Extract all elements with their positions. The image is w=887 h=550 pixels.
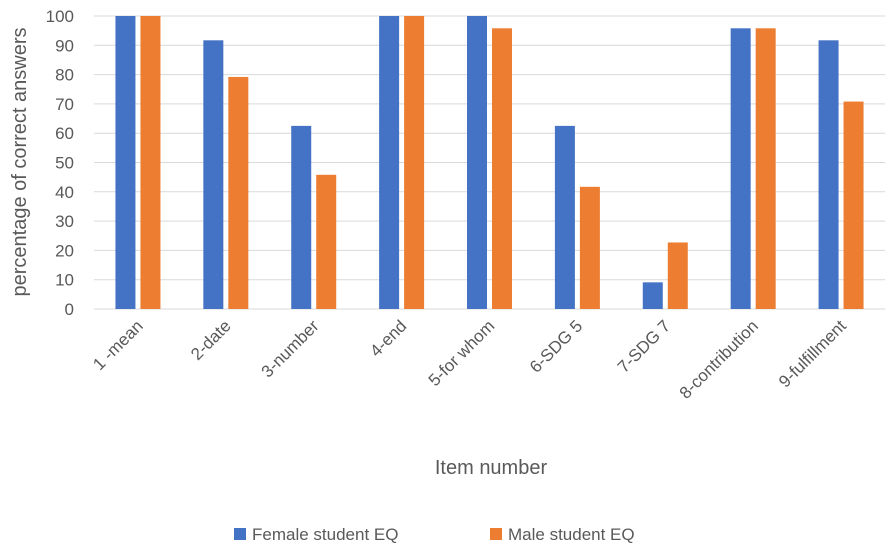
bar <box>467 16 487 309</box>
y-tick-label: 10 <box>55 271 74 290</box>
x-tick-label: 4-end <box>366 316 410 360</box>
legend-label: Male student EQ <box>508 525 635 544</box>
x-tick-label: 7-SDG 7 <box>614 316 674 376</box>
bar <box>404 16 425 309</box>
y-tick-label: 100 <box>46 7 74 26</box>
legend: Female student EQ Male student EQ <box>234 525 635 544</box>
y-axis-title: percentage of correct answers <box>9 27 31 296</box>
bar <box>554 125 575 309</box>
legend-swatch <box>490 528 502 540</box>
x-tick-label: 3-number <box>258 316 323 381</box>
x-tick-label: 2-date <box>187 316 235 364</box>
y-tick-label: 40 <box>55 183 74 202</box>
x-tick-label: 8-contribution <box>676 316 762 402</box>
bar <box>140 16 161 309</box>
x-tick-label: 1 -mean <box>89 316 147 374</box>
y-tick-label: 90 <box>55 36 74 55</box>
y-tick-label: 0 <box>65 300 74 319</box>
legend-swatch <box>234 528 246 540</box>
x-tick-label: 5-for whom <box>425 316 499 390</box>
gridlines <box>94 15 885 310</box>
y-tick-label: 80 <box>55 66 74 85</box>
bar <box>316 174 337 309</box>
y-tick-label: 60 <box>55 124 74 143</box>
x-tick-label: 6-SDG 5 <box>526 316 586 376</box>
bar <box>203 40 224 309</box>
y-tick-label: 70 <box>55 95 74 114</box>
bar <box>755 28 776 309</box>
bar <box>379 16 400 309</box>
bar <box>579 186 600 309</box>
bar <box>291 125 312 309</box>
bar <box>492 28 512 309</box>
y-axis-ticks: 0 10 20 30 40 50 60 70 80 90 100 <box>46 7 74 319</box>
bar <box>730 28 751 309</box>
x-tick-label: 9-fulfillment <box>775 316 850 391</box>
y-tick-label: 50 <box>55 154 74 173</box>
x-axis-title: Item number <box>435 457 548 479</box>
y-tick-label: 30 <box>55 212 74 231</box>
bar <box>115 16 136 309</box>
bar <box>818 40 839 309</box>
bar <box>228 76 249 309</box>
bar <box>667 242 688 309</box>
x-axis-ticks: 1 -mean 2-date 3-number 4-end 5-for whom 6-SD… <box>89 316 850 403</box>
bar <box>843 101 864 309</box>
bars <box>115 16 864 309</box>
legend-label: Female student EQ <box>252 525 398 544</box>
bar <box>642 282 663 309</box>
y-tick-label: 20 <box>55 241 74 260</box>
